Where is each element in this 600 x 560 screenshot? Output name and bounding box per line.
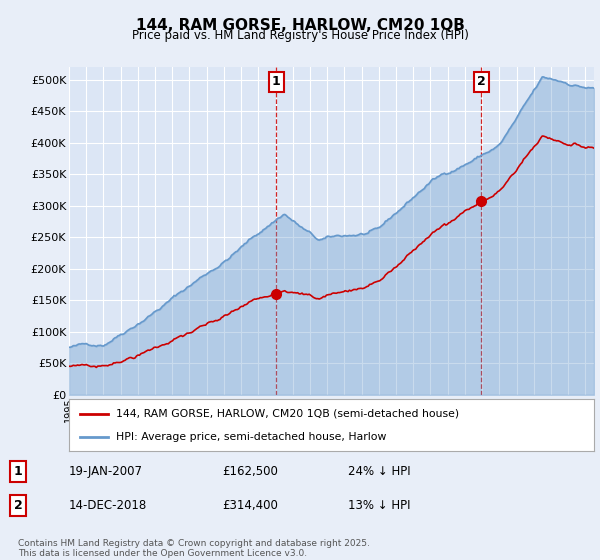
Text: 24% ↓ HPI: 24% ↓ HPI xyxy=(348,465,410,478)
Text: 2: 2 xyxy=(14,499,22,512)
Text: Price paid vs. HM Land Registry's House Price Index (HPI): Price paid vs. HM Land Registry's House … xyxy=(131,29,469,42)
Text: 1: 1 xyxy=(14,465,22,478)
Text: 19-JAN-2007: 19-JAN-2007 xyxy=(69,465,143,478)
Text: £162,500: £162,500 xyxy=(222,465,278,478)
Text: 2: 2 xyxy=(477,76,485,88)
Text: 14-DEC-2018: 14-DEC-2018 xyxy=(69,499,147,512)
Text: 144, RAM GORSE, HARLOW, CM20 1QB (semi-detached house): 144, RAM GORSE, HARLOW, CM20 1QB (semi-d… xyxy=(116,409,460,419)
Text: 13% ↓ HPI: 13% ↓ HPI xyxy=(348,499,410,512)
Text: Contains HM Land Registry data © Crown copyright and database right 2025.
This d: Contains HM Land Registry data © Crown c… xyxy=(18,539,370,558)
Text: 144, RAM GORSE, HARLOW, CM20 1QB: 144, RAM GORSE, HARLOW, CM20 1QB xyxy=(136,18,464,33)
Text: HPI: Average price, semi-detached house, Harlow: HPI: Average price, semi-detached house,… xyxy=(116,432,386,442)
Text: £314,400: £314,400 xyxy=(222,499,278,512)
Text: 1: 1 xyxy=(272,76,281,88)
